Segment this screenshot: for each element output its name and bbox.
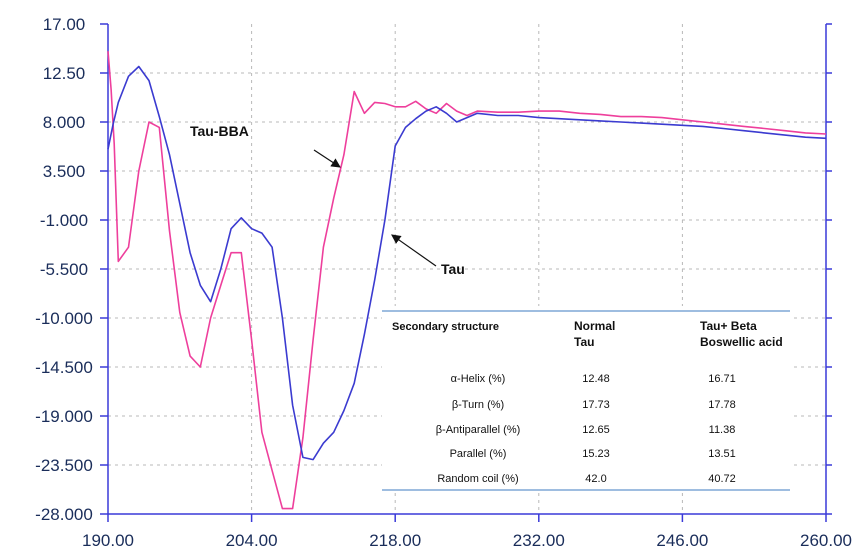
table-cell: 40.72: [708, 473, 736, 485]
table-cell: 11.38: [709, 424, 736, 436]
annotation-arrow-tau-bba: [313, 149, 341, 168]
y-tick-label: 17.00: [43, 15, 86, 34]
y-tick-labels: 17.00 12.50 8.000 3.500 -1.000 -5.500 -10.000 -…: [35, 15, 93, 524]
table-cell: 12.65: [582, 424, 610, 436]
table-background: [382, 306, 790, 490]
table-cell: β-Turn (%): [452, 399, 504, 411]
y-tick-label: -19.000: [35, 407, 93, 426]
axes: [100, 23, 832, 522]
y-tick-label: 8.000: [43, 113, 86, 132]
table-cell: 13.51: [708, 448, 736, 460]
table-header-cell: Tau: [574, 335, 594, 349]
y-tick-label: 12.50: [43, 64, 86, 83]
y-tick-label: -23.500: [35, 456, 93, 475]
table-header-cell: Secondary structure: [392, 321, 499, 333]
table-cell: 17.73: [582, 399, 610, 411]
y-tick-label: -10.000: [35, 309, 93, 328]
table-header-cell: Tau+ Beta: [700, 319, 757, 333]
y-tick-label: -5.500: [40, 260, 88, 279]
table-header-cell: Boswellic acid: [700, 335, 783, 349]
annotation-arrow-tau: [391, 234, 437, 267]
table-header-cell: Normal: [574, 319, 615, 333]
x-tick-label: 246.00: [656, 531, 708, 550]
table-cell: 42.0: [585, 473, 606, 485]
table-cell: Parallel (%): [450, 448, 507, 460]
y-tick-label: -14.500: [35, 358, 93, 377]
table-cell: α-Helix (%): [451, 373, 506, 385]
x-tick-label: 190.00: [82, 531, 134, 550]
table-cell: Random coil (%): [437, 473, 518, 485]
x-tick-label: 232.00: [513, 531, 565, 550]
y-tick-label: -28.000: [35, 505, 93, 524]
series-line-tau: [107, 65, 827, 461]
series-line-tau-bba: [107, 51, 827, 510]
x-tick-label: 218.00: [369, 531, 421, 550]
table-cell: 16.71: [708, 373, 736, 385]
y-tick-label: 3.500: [43, 162, 86, 181]
table-cell: 17.78: [708, 399, 736, 411]
x-tick-label: 204.00: [226, 531, 278, 550]
series-lines: [107, 51, 827, 510]
table-cell: 12.48: [582, 373, 610, 385]
x-tick-labels: 190.00 204.00 218.00 232.00 246.00 260.00: [82, 531, 852, 550]
annotations: Tau-BBA Tau: [190, 123, 465, 277]
table-cell: 15.23: [582, 448, 610, 460]
x-tick-label: 260.00: [800, 531, 852, 550]
annotation-tau-bba: Tau-BBA: [190, 123, 249, 139]
annotation-tau: Tau: [441, 261, 465, 277]
secondary-structure-table: Secondary structure Normal Tau Tau+ Beta Bos…: [382, 306, 790, 491]
table-cell: β-Antiparallel (%): [436, 424, 521, 436]
y-tick-label: -1.000: [40, 211, 88, 230]
